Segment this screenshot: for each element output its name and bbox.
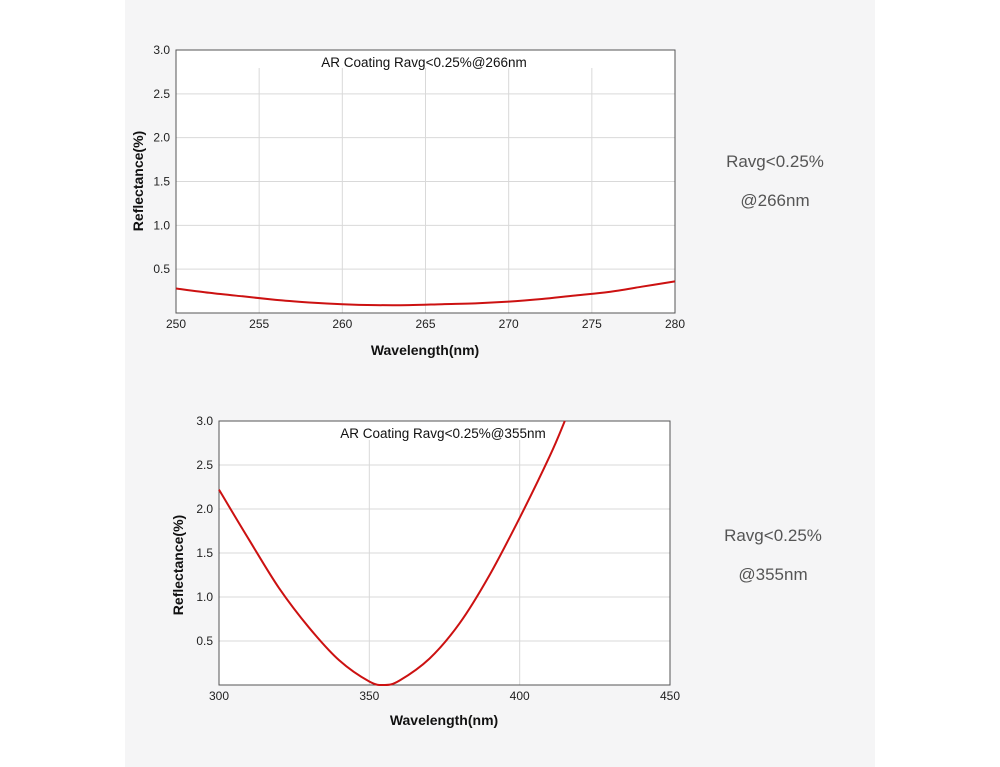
plot-frame <box>218 420 671 686</box>
chart-title: AR Coating Ravg<0.25%@355nm <box>340 426 545 441</box>
y-tick-label: 0.5 <box>196 634 213 648</box>
x-tick-label: 255 <box>249 317 269 331</box>
reflectance-series-line <box>218 420 566 687</box>
y-tick-label: 2.5 <box>153 87 170 101</box>
y-axis-label: Reflectance(%) <box>130 131 146 231</box>
x-tick-label: 400 <box>510 689 530 703</box>
plot-frame <box>175 49 676 314</box>
y-tick-label: 1.0 <box>196 590 213 604</box>
y-tick-label: 0.5 <box>153 262 170 276</box>
y-axis-label: Reflectance(%) <box>170 515 186 615</box>
y-tick-label: 1.5 <box>153 175 170 189</box>
x-tick-label: 265 <box>415 317 435 331</box>
x-axis-label: Wavelength(nm) <box>390 712 498 728</box>
chart-title: AR Coating Ravg<0.25%@266nm <box>321 55 526 70</box>
side-label-266-line2: @266nm <box>740 191 810 210</box>
side-label-355-line1: Ravg<0.25% <box>724 526 822 545</box>
y-tick-label: 3.0 <box>196 414 213 428</box>
x-tick-label: 300 <box>209 689 229 703</box>
x-axis-label: Wavelength(nm) <box>371 342 479 358</box>
side-label-355-line2: @355nm <box>738 565 808 584</box>
y-tick-label: 1.5 <box>196 546 213 560</box>
side-label-266-line1: Ravg<0.25% <box>726 152 824 171</box>
x-tick-label: 450 <box>660 689 680 703</box>
y-tick-label: 1.0 <box>153 218 170 232</box>
y-tick-label: 2.0 <box>196 502 213 516</box>
y-tick-label: 3.0 <box>153 43 170 57</box>
y-tick-label: 2.0 <box>153 131 170 145</box>
x-tick-label: 275 <box>582 317 602 331</box>
x-tick-label: 350 <box>359 689 379 703</box>
x-tick-label: 260 <box>332 317 352 331</box>
x-tick-label: 250 <box>166 317 186 331</box>
reflectance-series-line <box>175 280 676 307</box>
y-tick-label: 2.5 <box>196 458 213 472</box>
x-tick-label: 280 <box>665 317 685 331</box>
x-tick-label: 270 <box>499 317 519 331</box>
